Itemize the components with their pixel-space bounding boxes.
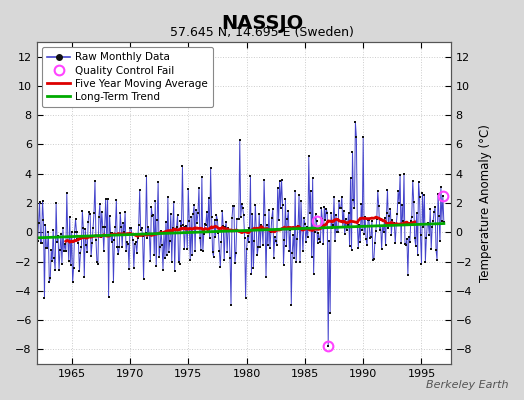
Long-Term Trend: [441, 221, 447, 226]
Raw Monthly Data: [325, 344, 331, 349]
Legend: Raw Monthly Data, Quality Control Fail, Five Year Moving Average, Long-Term Tren: Raw Monthly Data, Quality Control Fail, …: [42, 47, 213, 107]
Raw Monthly Data: [441, 220, 447, 224]
Long-Term Trend: [369, 224, 375, 228]
Raw Monthly Data: [47, 275, 53, 280]
Line: Long-Term Trend: Long-Term Trend: [37, 224, 444, 238]
Quality Control Fail: [313, 219, 320, 224]
Long-Term Trend: [170, 231, 176, 236]
Raw Monthly Data: [170, 225, 176, 230]
Text: Berkeley Earth: Berkeley Earth: [426, 380, 508, 390]
Long-Term Trend: [34, 236, 40, 240]
Line: Raw Monthly Data: Raw Monthly Data: [37, 122, 444, 346]
Line: Five Year Moving Average: Five Year Moving Average: [66, 217, 414, 242]
Raw Monthly Data: [235, 216, 241, 221]
Text: 57.645 N, 14.695 E (Sweden): 57.645 N, 14.695 E (Sweden): [170, 26, 354, 39]
Five Year Moving Average: [170, 228, 176, 233]
Long-Term Trend: [235, 228, 241, 233]
Raw Monthly Data: [370, 256, 377, 261]
Raw Monthly Data: [352, 120, 358, 125]
Long-Term Trend: [215, 229, 222, 234]
Quality Control Fail: [325, 344, 331, 349]
Five Year Moving Average: [369, 216, 375, 220]
Five Year Moving Average: [235, 228, 241, 233]
Raw Monthly Data: [425, 220, 431, 225]
Line: Quality Control Fail: Quality Control Fail: [312, 191, 447, 351]
Raw Monthly Data: [34, 224, 40, 229]
Long-Term Trend: [423, 222, 430, 226]
Long-Term Trend: [47, 235, 53, 240]
Y-axis label: Temperature Anomaly (°C): Temperature Anomaly (°C): [479, 124, 492, 282]
Text: NASSJO: NASSJO: [221, 14, 303, 33]
Quality Control Fail: [440, 194, 446, 198]
Five Year Moving Average: [215, 226, 222, 231]
Raw Monthly Data: [215, 231, 222, 236]
